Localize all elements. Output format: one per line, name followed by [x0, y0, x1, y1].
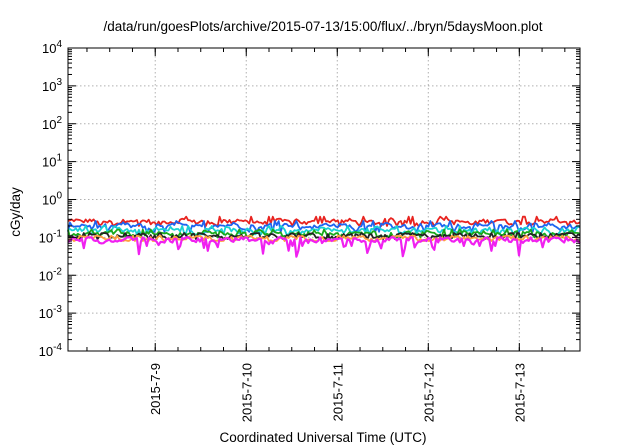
chart-title: /data/run/goesPlots/archive/2015-07-13/1…	[103, 19, 542, 34]
grid	[68, 48, 580, 351]
x-tick-label: 2015-7-13	[512, 363, 527, 422]
series-line	[67, 215, 581, 227]
series-line	[67, 220, 581, 233]
x-tick-label: 2015-7-12	[421, 363, 436, 422]
y-tick-label: 102	[42, 115, 62, 132]
tick-labels: 10-4 10-3 10-2 10-1 100 101 102 103 104 2015-7-9 2…	[39, 39, 528, 422]
x-tick-label: 2015-7-10	[239, 363, 254, 422]
x-tick-label: 2015-7-9	[148, 363, 163, 415]
y-tick-label: 10-3	[39, 304, 63, 321]
y-tick-label: 10-4	[39, 342, 63, 359]
series-line	[67, 236, 581, 258]
y-tick-label: 100	[42, 191, 62, 208]
y-tick-label: 103	[42, 77, 62, 94]
y-tick-label: 10-1	[39, 228, 63, 245]
y-tick-label: 10-2	[39, 266, 63, 283]
y-axis-label: cGy/day	[8, 187, 23, 237]
series-line	[67, 228, 581, 239]
data-series	[67, 215, 581, 258]
y-tick-label: 104	[42, 39, 62, 56]
axis-ticks	[68, 47, 580, 352]
series-line	[67, 232, 581, 240]
y-tick-label: 101	[42, 153, 62, 170]
x-axis-label: Coordinated Universal Time (UTC)	[219, 430, 426, 445]
x-tick-label: 2015-7-11	[330, 363, 345, 421]
